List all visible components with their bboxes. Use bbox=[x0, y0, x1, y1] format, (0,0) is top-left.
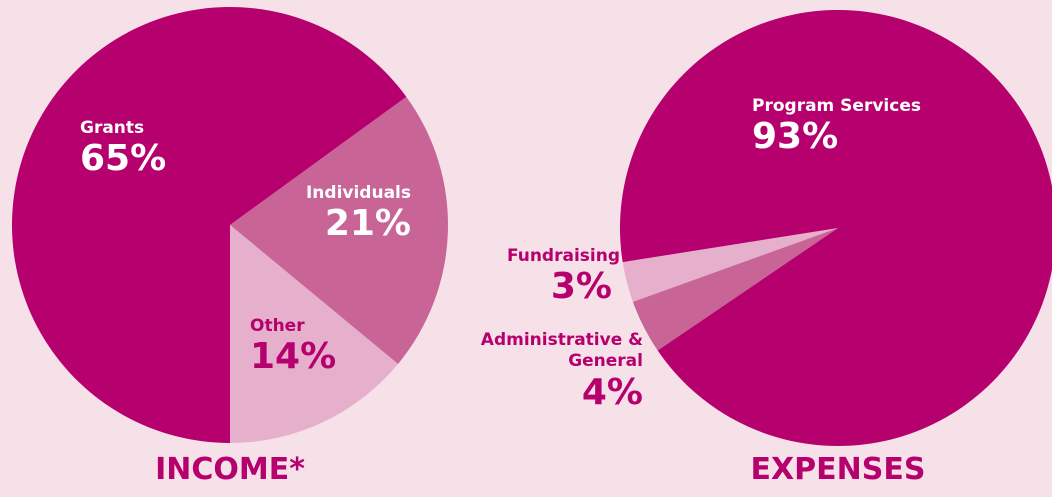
pie-slice bbox=[230, 225, 398, 443]
slice-label: Program Services bbox=[752, 96, 921, 116]
chart-title: EXPENSES bbox=[750, 452, 926, 487]
value-label: 21% bbox=[324, 203, 411, 245]
pie-slice bbox=[230, 96, 449, 364]
value-label: 4% bbox=[581, 371, 643, 413]
pie-slice bbox=[622, 228, 838, 302]
pie-slice bbox=[11, 6, 407, 443]
value-label: 14% bbox=[250, 336, 337, 378]
slice-label: Grants bbox=[80, 118, 145, 138]
value-label: 65% bbox=[80, 138, 167, 180]
value-label: 93% bbox=[752, 116, 839, 158]
slice-label: Individuals bbox=[305, 183, 411, 203]
pie-slice bbox=[620, 10, 1052, 446]
value-label: 3% bbox=[550, 266, 612, 308]
chart-title: INCOME* bbox=[155, 452, 305, 487]
slice-label: Other bbox=[250, 316, 305, 336]
slice-label: Fundraising bbox=[506, 246, 620, 266]
pie-slice bbox=[632, 228, 838, 351]
slice-label: Administrative & General bbox=[480, 330, 643, 372]
